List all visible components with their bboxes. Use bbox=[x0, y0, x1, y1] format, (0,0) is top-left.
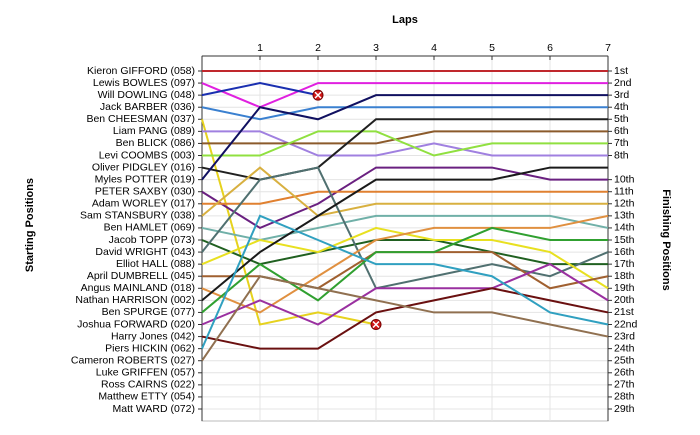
y2-tick-label: 3rd bbox=[614, 89, 629, 101]
start-position-label: Will DOWLING (048) bbox=[98, 89, 195, 101]
start-position-label: Harry Jones (042) bbox=[111, 330, 195, 342]
x-tick-label: 7 bbox=[605, 42, 611, 54]
start-position-label: Ben BLICK (086) bbox=[116, 137, 195, 149]
start-position-label: Jacob TOPP (073) bbox=[109, 234, 195, 246]
start-position-label: Oliver PIDGLEY (016) bbox=[92, 161, 195, 173]
start-position-label: Liam PANG (089) bbox=[113, 125, 195, 137]
y2-tick-label: 26th bbox=[614, 367, 635, 379]
x-tick-label: 6 bbox=[547, 42, 553, 54]
start-position-label: Piers HICKIN (062) bbox=[105, 342, 195, 354]
y2-tick-label: 28th bbox=[614, 391, 635, 403]
y2-tick-label: 12th bbox=[614, 198, 635, 210]
x-tick-label: 3 bbox=[373, 42, 379, 54]
start-position-label: Angus MAINLAND (018) bbox=[81, 282, 195, 294]
y2-tick-label: 20th bbox=[614, 294, 635, 306]
start-position-label: Ben SPURGE (077) bbox=[102, 306, 195, 318]
y2-tick-label: 18th bbox=[614, 270, 635, 282]
driver-line bbox=[201, 166, 608, 230]
driver-line bbox=[201, 214, 609, 314]
driver-line bbox=[202, 130, 608, 157]
y2-tick-label: 14th bbox=[614, 222, 635, 234]
start-position-label: Matthew ETTY (054) bbox=[98, 391, 195, 403]
start-position-label: Nathan HARRISON (002) bbox=[75, 294, 195, 306]
driver-line bbox=[201, 82, 319, 97]
y2-tick-label: 8th bbox=[614, 149, 629, 161]
start-position-label: Luke GRIFFEN (057) bbox=[96, 367, 195, 379]
x-tick-label: 5 bbox=[489, 42, 495, 54]
driver-line bbox=[201, 166, 609, 290]
driver-line bbox=[201, 226, 608, 314]
driver-line bbox=[201, 275, 609, 362]
y2-tick-label: 5th bbox=[614, 113, 629, 125]
start-position-label: Myles POTTER (019) bbox=[95, 173, 195, 185]
start-position-label: PETER SAXBY (030) bbox=[95, 185, 195, 197]
y2-tick-label: 21st bbox=[614, 306, 634, 318]
y2-tick-label: 15th bbox=[614, 234, 635, 246]
start-position-label: Jack BARBER (036) bbox=[100, 101, 195, 113]
driver-line bbox=[202, 130, 608, 145]
start-position-label: April DUMBRELL (045) bbox=[87, 270, 195, 282]
start-position-label: Levi COOMBS (003) bbox=[99, 149, 195, 161]
y2-tick-label: 16th bbox=[614, 246, 635, 258]
y2-tick-label: 11th bbox=[614, 185, 634, 197]
retired-cross bbox=[372, 320, 380, 329]
driver-line bbox=[201, 119, 377, 326]
y2-tick-label: 13th bbox=[614, 210, 635, 222]
y2-tick-label: 27th bbox=[614, 379, 635, 391]
start-position-label: Ross CAIRNS (022) bbox=[101, 379, 195, 391]
y2-tick-label: 29th bbox=[614, 403, 635, 415]
driver-line bbox=[201, 239, 608, 266]
driver-line bbox=[201, 214, 609, 242]
y2-tick-label: 1st bbox=[614, 65, 628, 77]
y2-tick-label: 10th bbox=[614, 173, 635, 185]
y2-tick-label: 22nd bbox=[614, 318, 638, 330]
start-position-label: Ben HAMLET (069) bbox=[104, 222, 195, 234]
driver-line bbox=[201, 166, 608, 217]
start-position-label: Joshua FORWARD (020) bbox=[77, 318, 195, 330]
start-position-label: Sam STANSBURY (038) bbox=[80, 210, 195, 222]
x-tick-label: 2 bbox=[315, 42, 321, 54]
y2-tick-label: 17th bbox=[614, 258, 635, 270]
y2-tick-label: 6th bbox=[614, 125, 629, 137]
y2-tick-label: 23rd bbox=[614, 330, 635, 342]
retired-cross bbox=[314, 91, 322, 99]
driver-line bbox=[202, 130, 608, 157]
driver-line bbox=[202, 190, 608, 205]
x-axis-title: Laps bbox=[392, 14, 418, 26]
x-tick-label: 1 bbox=[257, 42, 263, 54]
driver-line bbox=[201, 82, 608, 109]
y-axis-title: Starting Positions bbox=[24, 178, 36, 272]
start-position-label: Lewis BOWLES (097) bbox=[93, 77, 195, 89]
driver-line bbox=[201, 106, 608, 121]
driver-line bbox=[201, 94, 608, 181]
start-position-label: Adam WORLEY (017) bbox=[92, 198, 195, 210]
y2-axis-title: Finishing Positions bbox=[660, 189, 672, 290]
y2-tick-label: 19th bbox=[614, 282, 635, 294]
start-position-label: Kieron GIFFORD (058) bbox=[87, 65, 195, 77]
start-position-label: Ben CHEESMAN (037) bbox=[86, 113, 195, 125]
y2-tick-label: 4th bbox=[614, 101, 629, 113]
driver-line bbox=[201, 263, 609, 326]
start-position-label: Matt WARD (072) bbox=[113, 403, 195, 415]
start-position-label: Elliot HALL (088) bbox=[116, 258, 195, 270]
start-position-label: Cameron ROBERTS (027) bbox=[71, 354, 195, 366]
y2-tick-label: 25th bbox=[614, 354, 635, 366]
driver-line bbox=[201, 166, 608, 302]
y2-tick-label: 7th bbox=[614, 137, 629, 149]
y2-tick-label: 24th bbox=[614, 342, 635, 354]
x-tick-label: 4 bbox=[431, 42, 437, 54]
y2-tick-label: 2nd bbox=[614, 77, 632, 89]
start-position-label: David WRIGHT (043) bbox=[95, 246, 195, 258]
driver-line bbox=[201, 214, 609, 350]
